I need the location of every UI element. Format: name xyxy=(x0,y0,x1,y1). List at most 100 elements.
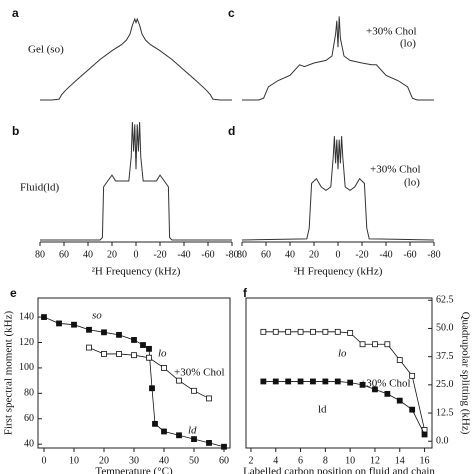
x-tick-label: 80 xyxy=(237,249,247,260)
marker xyxy=(297,328,304,335)
x-tick-label: 2 xyxy=(248,455,253,466)
annotation: +30% Chol xyxy=(370,164,421,176)
marker xyxy=(131,337,137,343)
marker xyxy=(191,387,197,394)
marker xyxy=(101,351,107,357)
x-tick-label: 0 xyxy=(336,249,341,260)
marker xyxy=(396,357,403,363)
x-axis-label: ²H Frequency (kHz) xyxy=(92,266,181,278)
marker xyxy=(347,330,354,336)
annotation: so xyxy=(92,310,102,322)
x-tick-label: 30 xyxy=(129,455,139,466)
annotation: ld xyxy=(318,404,327,416)
x-axis-label: Labelled carbon position on fluid and ch… xyxy=(243,466,435,474)
x-tick-label: 60 xyxy=(59,249,69,260)
x-tick-label: 14 xyxy=(395,455,405,466)
x-tick-label: -40 xyxy=(177,249,190,260)
marker xyxy=(359,341,366,348)
x-tick-label: 40 xyxy=(83,249,93,260)
x-tick-label: 50 xyxy=(189,455,199,466)
marker xyxy=(149,385,155,392)
x-tick-label: 0 xyxy=(134,249,139,260)
marker xyxy=(272,328,279,335)
x-tick-label: 20 xyxy=(99,455,109,466)
marker xyxy=(310,378,316,385)
x-tick-label: 0 xyxy=(42,455,47,466)
marker xyxy=(359,381,366,388)
y-tick-label: 40 xyxy=(24,438,34,449)
x-tick-label: -60 xyxy=(201,249,214,260)
x-axis-label: Temperature (°C) xyxy=(95,466,173,474)
panel-label: e xyxy=(10,286,17,300)
marker xyxy=(116,331,122,338)
marker xyxy=(161,365,167,371)
y-tick-label: 100 xyxy=(19,362,34,373)
x-tick-label: -20 xyxy=(355,249,368,260)
panel-label: c xyxy=(228,6,235,20)
marker xyxy=(384,390,391,397)
annotation: ld xyxy=(188,425,197,437)
y-axis-label: Quadrupolar splitting (kHz) xyxy=(459,312,471,435)
x-tick-label: -40 xyxy=(379,249,392,260)
x-axis-label: ²H Frequency (kHz) xyxy=(294,266,383,278)
x-tick-label: 20 xyxy=(309,249,319,260)
series-line xyxy=(241,136,435,241)
x-tick-label: -80 xyxy=(427,249,440,260)
annotation: (lo) xyxy=(404,177,420,189)
marker xyxy=(322,378,329,385)
x-tick-label: 60 xyxy=(261,249,271,260)
x-tick-label: 16 xyxy=(420,455,430,466)
y-tick-label: 12.5 xyxy=(436,407,454,418)
panel-label: f xyxy=(243,286,248,300)
marker xyxy=(297,378,304,385)
y-tick-label: 140 xyxy=(19,311,34,322)
annotation: +30% Chol xyxy=(360,378,411,390)
annotation: lo xyxy=(158,348,167,360)
marker xyxy=(161,428,167,435)
marker xyxy=(206,395,212,402)
y-tick-label: 50.0 xyxy=(436,323,454,334)
x-tick-label: 12 xyxy=(370,455,380,466)
marker xyxy=(101,329,107,336)
x-tick-label: 6 xyxy=(298,455,303,466)
y-axis-label: First spectral moment (kHz) xyxy=(3,311,15,436)
y-tick-label: 60 xyxy=(24,413,34,424)
y-tick-label: 37.5 xyxy=(436,351,454,362)
series-line xyxy=(40,17,232,101)
x-tick-label: 10 xyxy=(345,455,355,466)
marker xyxy=(334,328,341,335)
annotation: (lo) xyxy=(400,38,416,50)
marker xyxy=(285,328,292,335)
marker xyxy=(71,321,77,328)
marker xyxy=(206,440,212,446)
y-tick-label: 80 xyxy=(24,388,34,399)
marker xyxy=(421,431,428,438)
panel-label: d xyxy=(228,124,235,138)
marker xyxy=(176,432,182,439)
x-tick-label: 8 xyxy=(323,455,328,466)
marker xyxy=(409,406,416,413)
marker xyxy=(146,354,152,361)
marker xyxy=(56,320,62,327)
series-line xyxy=(242,16,434,101)
annotation: Fluid(ld) xyxy=(20,182,59,194)
marker xyxy=(372,341,378,348)
plot-frame xyxy=(245,297,433,449)
marker xyxy=(131,352,137,359)
x-tick-label: 4 xyxy=(273,455,278,466)
marker xyxy=(322,328,329,335)
marker xyxy=(396,397,403,404)
panel-label: b xyxy=(12,124,19,138)
marker xyxy=(372,386,378,393)
marker xyxy=(152,420,158,427)
marker xyxy=(272,378,279,385)
x-tick-label: 20 xyxy=(107,249,117,260)
x-tick-label: 40 xyxy=(285,249,295,260)
marker xyxy=(260,378,267,385)
marker xyxy=(176,377,182,384)
y-tick-label: 0.0 xyxy=(436,436,449,447)
x-tick-label: 80 xyxy=(35,249,45,260)
marker xyxy=(116,351,122,357)
y-tick-label: 62.5 xyxy=(436,295,454,306)
